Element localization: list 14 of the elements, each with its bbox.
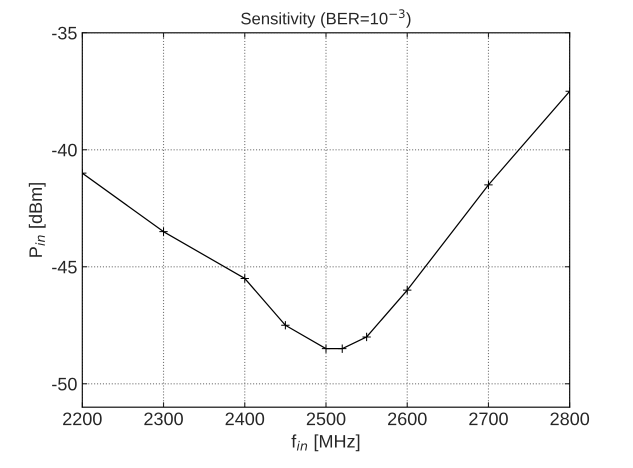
y-tick-label: -40	[52, 144, 77, 156]
x-tick-label: 2700	[469, 412, 508, 426]
chart-title: Sensitivity (BER=10$^{−3}$)	[241, 9, 410, 28]
x-tick-label: 2600	[388, 412, 427, 426]
x-axis-title: f$_{in}$ [MHz]	[291, 434, 360, 452]
y-tick-label: -35	[52, 26, 77, 40]
x-tick-label: 2200	[63, 412, 102, 426]
y-axis-title: P$_{in}$ [dBm]	[28, 183, 46, 257]
x-tick-label: 2800	[550, 412, 590, 426]
x-tick-label: 2400	[226, 412, 264, 426]
x-tick-label: 2500	[306, 412, 346, 426]
y-tick-label: -45	[52, 260, 77, 274]
y-tick-label: -50	[52, 378, 77, 390]
x-tick-label: 2300	[144, 412, 183, 426]
